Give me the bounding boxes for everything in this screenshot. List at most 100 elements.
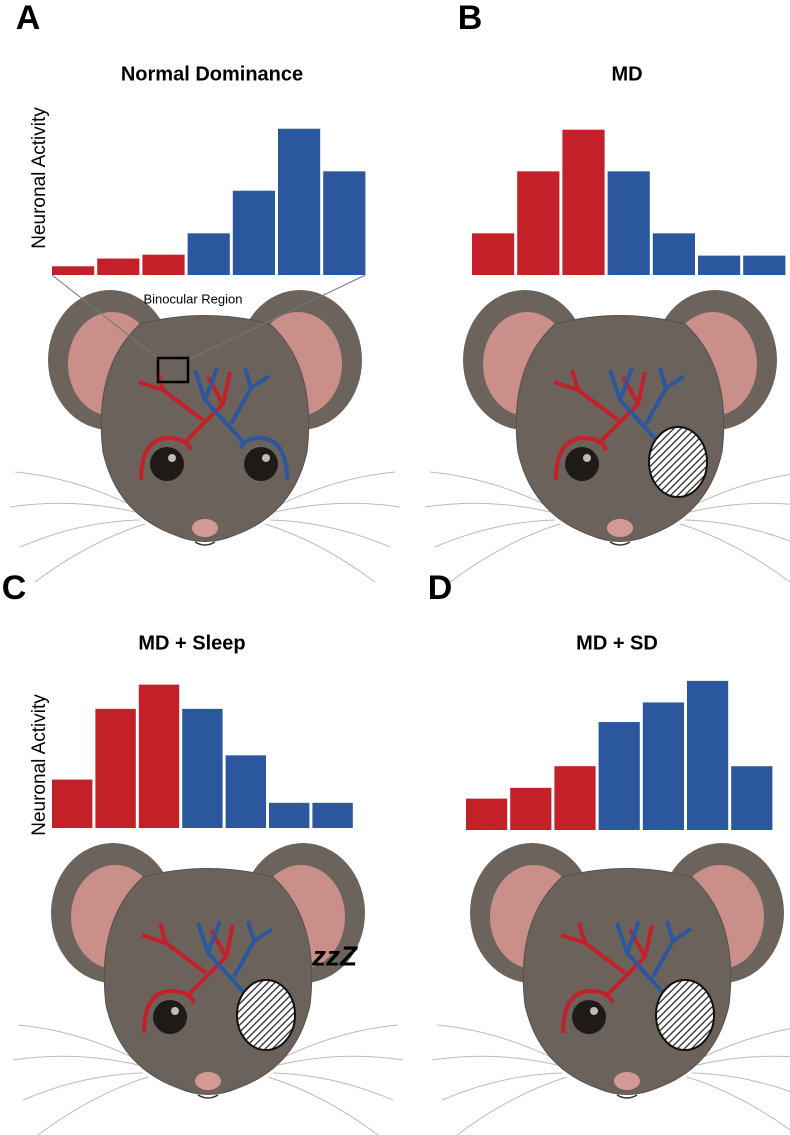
bar [97,258,140,275]
bar [323,171,366,275]
whisker [431,1055,558,1066]
red-pathway [553,369,647,481]
mouth [616,1094,638,1099]
bar [269,802,310,828]
bar [743,255,786,275]
head [515,315,725,542]
red-pathway [560,922,654,1034]
whisker [689,502,790,513]
mouse-illustration [431,843,790,1135]
y-axis-label: Neuronal Activity [29,694,50,836]
panel-letter: D [428,569,453,607]
whisker [267,1076,379,1135]
panel-letter: C [2,569,27,607]
panel-letter: B [458,0,483,37]
bar [652,233,695,275]
mouse-illustration [9,290,401,583]
whisker [679,523,790,583]
bar [554,766,596,830]
eye [565,447,599,481]
whisker [686,1076,790,1131]
eye-glint [583,454,591,462]
whisker [441,1072,563,1101]
panel-title: Normal Dominance [121,63,303,85]
bar [278,128,321,275]
whisker [434,519,556,548]
nose [195,1072,221,1090]
whisker [277,1055,404,1066]
bar [52,779,93,828]
sleep-label: zzZ [311,940,358,971]
bar [642,702,684,830]
bar [312,802,353,828]
whisker [436,1024,558,1061]
whisker [22,1072,144,1101]
bar [187,233,230,275]
blue-pathway [193,367,289,481]
bar [182,708,223,828]
eye [244,447,278,481]
eye-glint [262,454,270,462]
whisker [691,1072,790,1093]
bar [698,255,741,275]
bar [95,708,136,828]
whisker [456,1076,568,1135]
bar [52,266,95,275]
mouse-illustration [424,290,790,583]
whisker [424,502,551,513]
eye-patch [655,979,715,1051]
red-pathway [141,922,235,1034]
bar [466,798,508,830]
whisker [689,473,790,508]
head [100,315,310,542]
nose [192,519,218,537]
bar [510,787,552,830]
nose [614,1072,640,1090]
bar [731,766,773,830]
bar [598,722,640,830]
bar [472,233,515,275]
mouth [194,541,216,546]
whisker [696,1055,790,1066]
eye-glint [590,1007,598,1015]
eye [153,1000,187,1034]
bar [225,755,266,828]
bar [138,684,180,828]
bar [232,190,275,275]
eye-patch [648,426,708,498]
y-axis-label: Neuronal Activity [29,107,50,249]
bar [687,680,729,830]
panel-title: MD + Sleep [138,632,245,654]
bar [142,254,185,275]
bar [607,171,650,275]
whisker [14,471,136,508]
eye-glint [171,1007,179,1015]
whisker [272,1072,394,1101]
mouse-illustration [12,843,404,1135]
panel-letter: A [16,0,41,37]
whisker [429,471,551,508]
mouth [197,1094,219,1099]
bar [562,129,605,275]
whisker [277,1024,399,1061]
whisker [684,519,790,542]
whisker [19,519,141,548]
whisker [264,523,376,583]
panel-title: MD [611,63,642,85]
whisker [449,523,561,583]
whisker [274,471,396,508]
head [103,868,313,1095]
whisker [37,1076,149,1135]
whisker [696,1028,790,1061]
head [522,868,732,1095]
whisker [12,1055,139,1066]
bar [517,171,560,275]
binocular-box [156,356,190,384]
mouth [609,541,631,546]
eye-patch [236,979,296,1051]
red-pathway [138,369,232,481]
eye-glint [168,454,176,462]
region-label: Binocular Region [143,291,242,306]
whisker [9,502,136,513]
